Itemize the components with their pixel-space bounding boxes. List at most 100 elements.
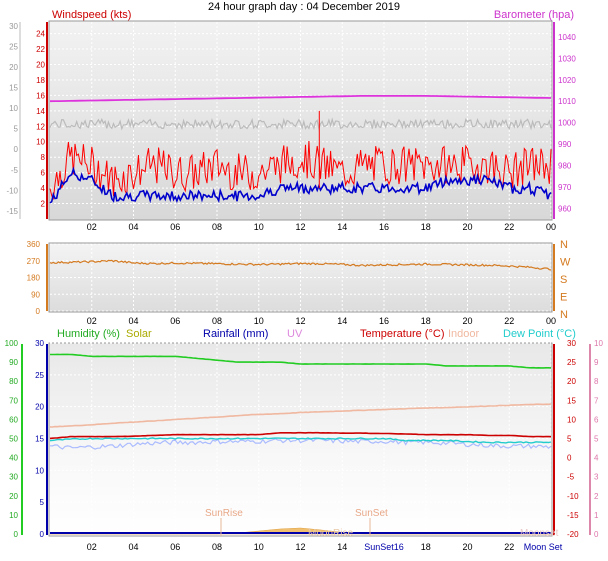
rain-axis-tick: 10 bbox=[35, 466, 44, 475]
direction-panel-grid bbox=[50, 243, 552, 312]
x-tick-label: 18 bbox=[421, 222, 431, 232]
temp-axis-tick: -20 bbox=[567, 530, 579, 539]
humidity-axis-tick: 90 bbox=[9, 358, 18, 367]
temp-axis-tick: 15 bbox=[567, 396, 576, 405]
rain-axis-tick: 15 bbox=[35, 435, 44, 444]
wind-panel-grid bbox=[50, 22, 552, 219]
x-tick-label-bottom: 06 bbox=[170, 542, 180, 552]
x-tick-label: 22 bbox=[504, 222, 514, 232]
outer-axis-tick: -5 bbox=[11, 166, 19, 175]
rain-axis-tick: 5 bbox=[40, 498, 45, 507]
dewpoint-line bbox=[49, 437, 552, 444]
temperature-panel-plot bbox=[48, 342, 553, 537]
wind-axis-tick: 10 bbox=[36, 138, 45, 147]
wind-axis-tick: 12 bbox=[36, 122, 45, 131]
outer-axis-tick: 0 bbox=[14, 145, 19, 154]
baro-axis-tick: 1020 bbox=[558, 76, 576, 85]
humidity-axis-tick: 20 bbox=[9, 492, 18, 501]
compass-label: W bbox=[560, 257, 571, 269]
humidity-axis-tick: 40 bbox=[9, 454, 18, 463]
wind-axis-tick: 6 bbox=[41, 169, 46, 178]
x-tick-label: 14 bbox=[337, 222, 347, 232]
outer-axis-tick: -10 bbox=[6, 186, 18, 195]
baro-axis-tick: 1030 bbox=[558, 54, 576, 63]
x-tick-label-dir: 00 bbox=[546, 316, 556, 326]
x-tick-label-dir: 12 bbox=[295, 316, 305, 326]
x-tick-label-bottom: 12 bbox=[295, 542, 305, 552]
temp-axis-tick: 10 bbox=[567, 415, 576, 424]
x-tick-label-bottom: Moon Set bbox=[524, 542, 563, 552]
legend: Humidity (%) Solar Rainfall (mm) UV Temp… bbox=[57, 328, 576, 340]
baro-axis-tick: 980 bbox=[558, 161, 572, 170]
outer-axis-tick: 25 bbox=[9, 43, 18, 52]
wind-axis-tick: 4 bbox=[41, 184, 46, 193]
compass-label: N bbox=[560, 239, 568, 251]
x-tick-label: 20 bbox=[462, 222, 472, 232]
humidity-axis-tick: 10 bbox=[9, 511, 18, 520]
indoor-temp-line bbox=[49, 403, 552, 428]
sun-moon-annotations: SunRise SunSet MoonRise Moonset bbox=[205, 508, 559, 539]
uv-axis-tick: 1 bbox=[594, 511, 599, 520]
x-tick-label-bottom: 22 bbox=[504, 542, 514, 552]
x-tick-label-bottom: 02 bbox=[87, 542, 97, 552]
uv-axis-tick: 8 bbox=[594, 377, 599, 386]
uv-axis-tick: 9 bbox=[594, 358, 599, 367]
legend-rainfall: Rainfall (mm) bbox=[203, 328, 268, 340]
humidity-axis-tick: 100 bbox=[5, 339, 19, 348]
x-tick-label-dir: 04 bbox=[128, 316, 138, 326]
x-tick-label-bottom: 18 bbox=[421, 542, 431, 552]
x-tick-label-dir: 06 bbox=[170, 316, 180, 326]
axes-layer: 0202040406060808101012121414161618182020… bbox=[5, 22, 603, 552]
x-tick-label-dir: 14 bbox=[337, 316, 347, 326]
wind-axis-tick: 24 bbox=[36, 30, 45, 39]
wind-axis-tick: 18 bbox=[36, 76, 45, 85]
temp-axis-tick: -10 bbox=[567, 492, 579, 501]
wind-direction-line bbox=[49, 259, 552, 271]
x-tick-label: 16 bbox=[379, 222, 389, 232]
sunset-label: SunSet bbox=[355, 508, 388, 519]
uv-axis-tick: 4 bbox=[594, 454, 599, 463]
sunrise-label: SunRise bbox=[205, 508, 243, 519]
humidity-axis-tick: 50 bbox=[9, 435, 18, 444]
humidity-line bbox=[50, 353, 552, 369]
dir-axis-tick: 180 bbox=[27, 274, 41, 283]
barometer-axis-title: Barometer (hpa) bbox=[494, 9, 574, 21]
temp-axis-tick: 30 bbox=[567, 339, 576, 348]
dir-axis-tick: 270 bbox=[27, 257, 41, 266]
uv-axis-tick: 5 bbox=[594, 435, 599, 444]
x-tick-label: 06 bbox=[170, 222, 180, 232]
x-tick-label: 02 bbox=[87, 222, 97, 232]
dir-axis-tick: 90 bbox=[31, 290, 40, 299]
x-tick-label-bottom: 14 bbox=[337, 542, 347, 552]
legend-uv: UV bbox=[287, 328, 303, 340]
x-tick-label-dir: 16 bbox=[379, 316, 389, 326]
x-tick-label: 00 bbox=[546, 222, 556, 232]
rain-axis-tick: 30 bbox=[35, 339, 44, 348]
legend-indoor: Indoor bbox=[448, 328, 480, 340]
humidity-axis-tick: 30 bbox=[9, 473, 18, 482]
outer-axis-tick: 15 bbox=[9, 84, 18, 93]
windspeed-axis-title: Windspeed (kts) bbox=[52, 9, 131, 21]
wind-axis-tick: 14 bbox=[36, 107, 45, 116]
barometer-line bbox=[49, 95, 552, 103]
x-tick-label: 10 bbox=[254, 222, 264, 232]
compass-label: N bbox=[560, 309, 568, 321]
x-tick-label-dir: 18 bbox=[421, 316, 431, 326]
compass-label: E bbox=[560, 292, 567, 304]
uv-axis-tick: 3 bbox=[594, 473, 599, 482]
baro-axis-tick: 1000 bbox=[558, 119, 576, 128]
x-tick-label: 12 bbox=[295, 222, 305, 232]
x-tick-label-dir: 20 bbox=[462, 316, 472, 326]
baro-axis-tick: 1040 bbox=[558, 33, 576, 42]
temp-axis-tick: 20 bbox=[567, 377, 576, 386]
legend-dewpoint: Dew Point (°C) bbox=[503, 328, 576, 340]
x-tick-label-bottom: SunSet16 bbox=[364, 542, 404, 552]
x-tick-label: 08 bbox=[212, 222, 222, 232]
humidity-axis-tick: 0 bbox=[14, 530, 19, 539]
uv-axis-tick: 6 bbox=[594, 415, 599, 424]
rain-axis-tick: 25 bbox=[35, 371, 44, 380]
temperature-line bbox=[49, 431, 552, 440]
baro-axis-tick: 960 bbox=[558, 204, 572, 213]
legend-temperature: Temperature (°C) bbox=[360, 328, 444, 340]
